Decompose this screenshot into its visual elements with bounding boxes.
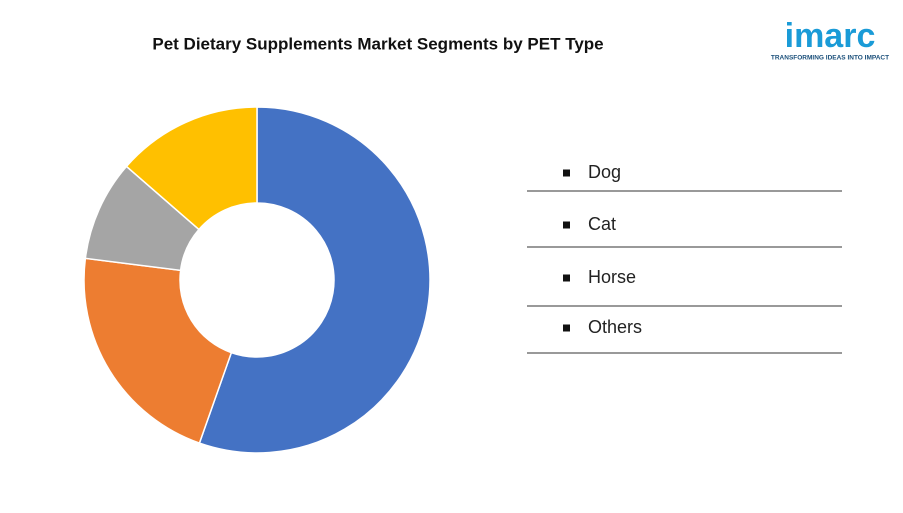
- legend-bullet: [563, 221, 570, 229]
- chart-title: Pet Dietary Supplements Market Segments …: [152, 34, 603, 53]
- legend-bullet: [563, 274, 570, 282]
- logo-name: imarc: [785, 17, 876, 55]
- legend-label: Horse: [588, 267, 636, 287]
- legend-label: Dog: [588, 162, 621, 182]
- legend-bullet: [563, 169, 570, 177]
- legend-label: Others: [588, 317, 642, 337]
- logo-tagline: TRANSFORMING IDEAS INTO IMPACT: [771, 55, 889, 62]
- legend-bullet: [563, 324, 570, 332]
- legend-label: Cat: [588, 214, 616, 234]
- slice: [83, 257, 233, 445]
- slice: [125, 106, 258, 231]
